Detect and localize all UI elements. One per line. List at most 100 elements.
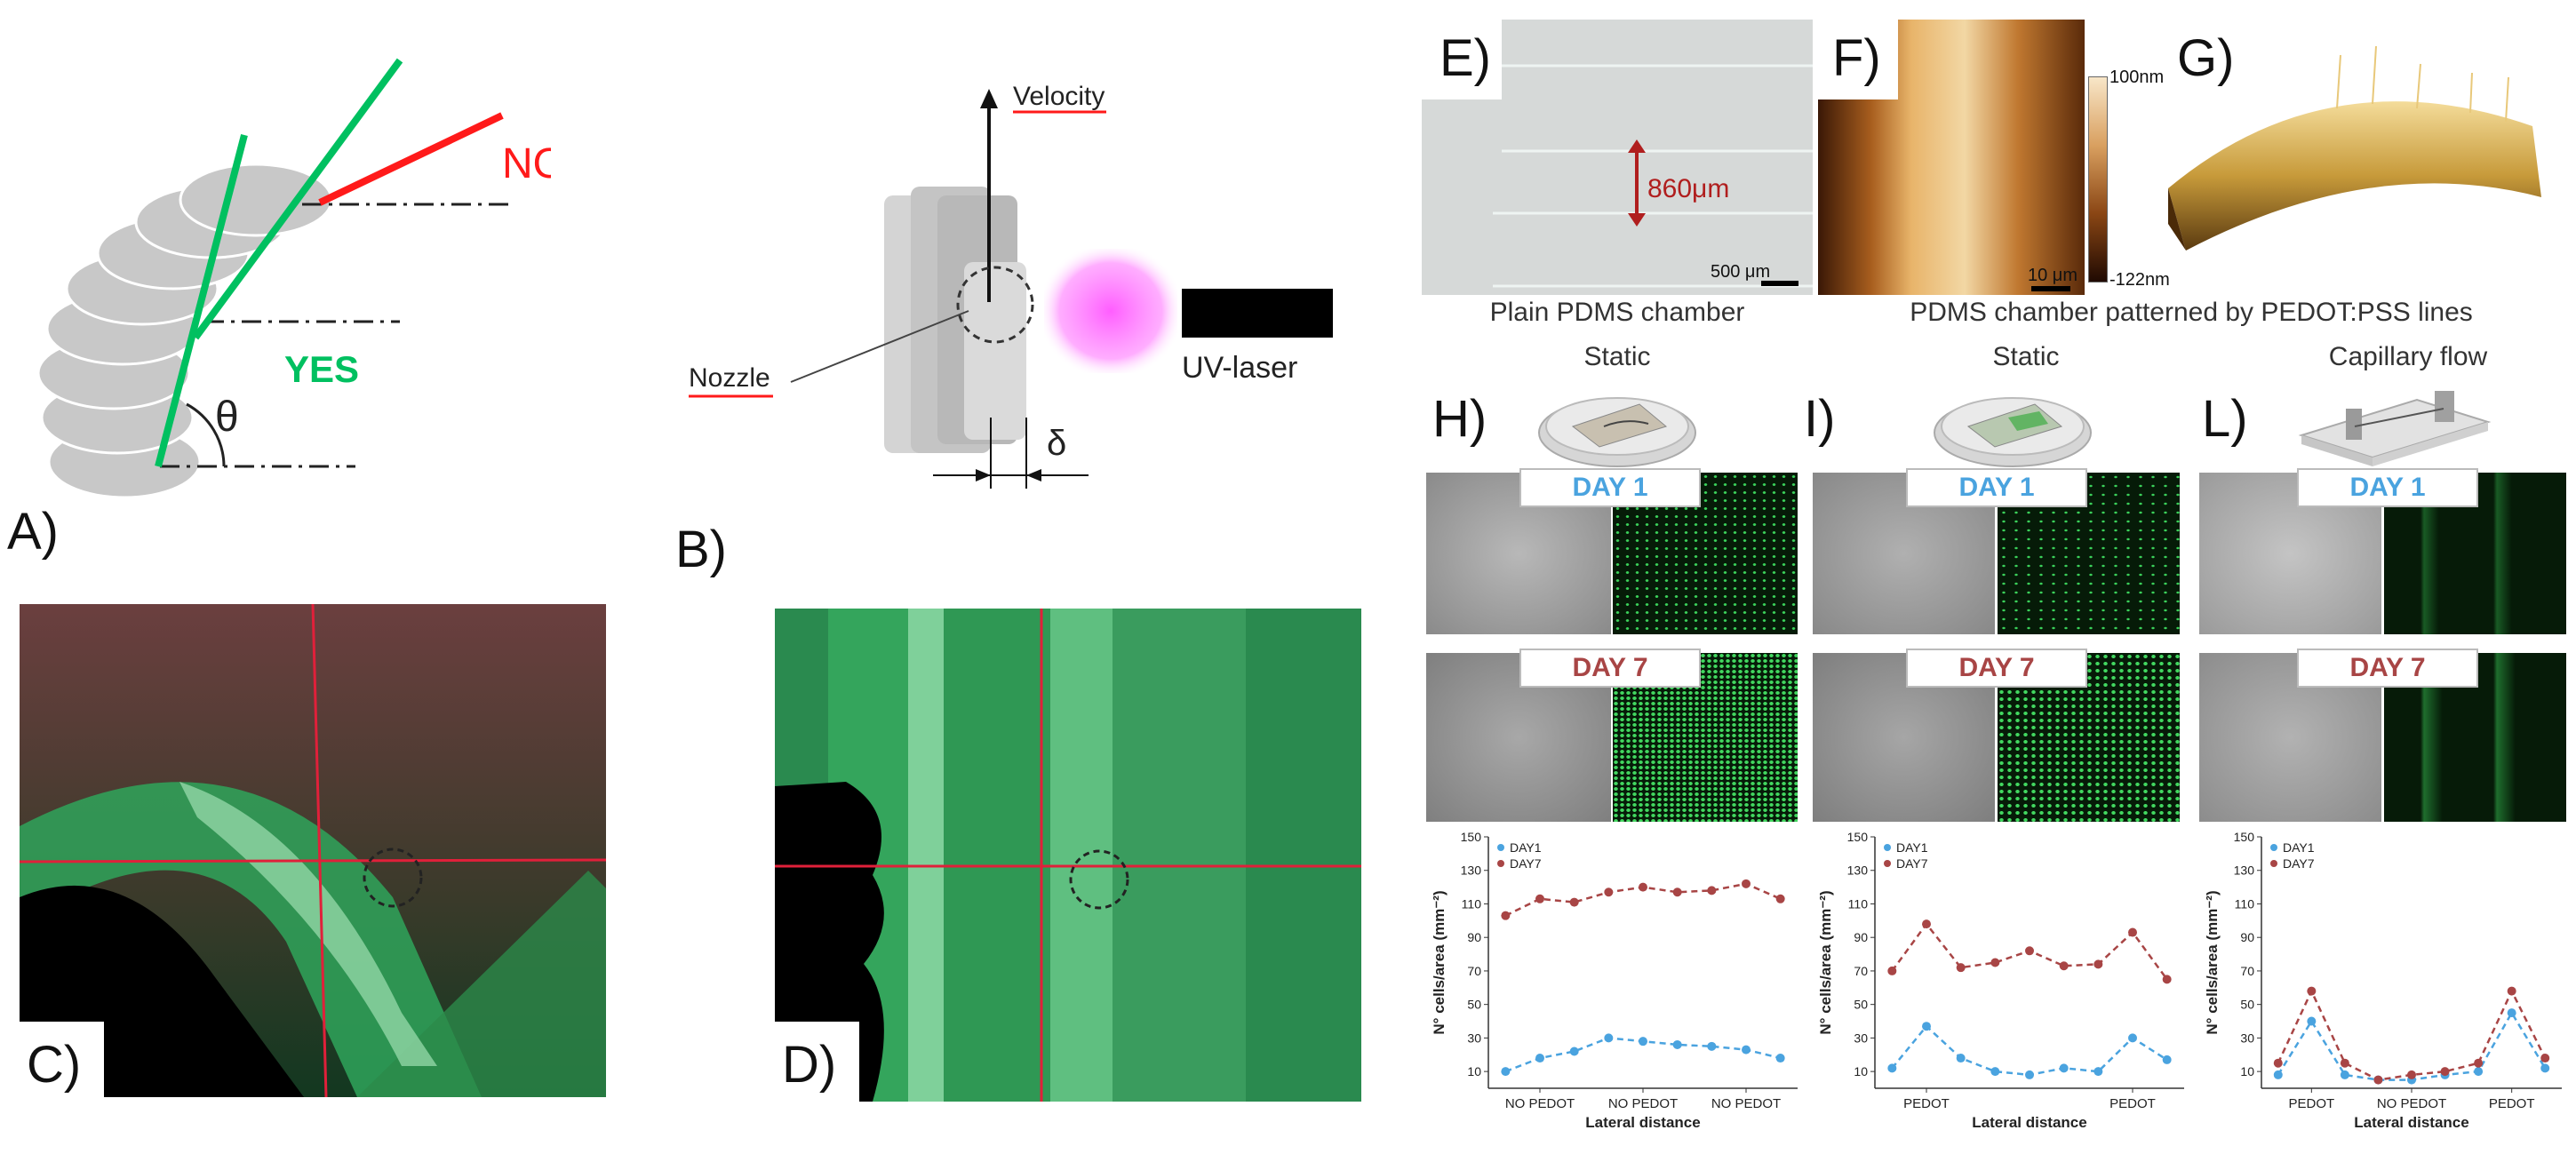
green-line-yes [155,133,248,468]
data-point-day1 [2540,1063,2550,1073]
data-point-day1 [2025,1070,2034,1079]
no-label: NO [502,140,551,187]
data-point-day1 [2307,1016,2317,1026]
y-tick-label: 30 [1854,1031,1868,1045]
legend-marker [1884,844,1891,851]
colorbar-top-label: 100nm [2109,68,2165,87]
focus-circle [956,266,1034,344]
data-point-day1 [1775,1054,1785,1063]
data-point-day7 [2407,1070,2416,1079]
y-tick-label: 130 [1847,864,1869,878]
y-tick-label: 30 [1467,1031,1481,1045]
surface-spike [2416,63,2421,109]
data-point-day7 [2507,986,2516,996]
scale-label: 10 μm [2028,266,2078,285]
letter-box [1818,20,1898,99]
data-point-day1 [2273,1070,2283,1079]
panel-l-letter: L) [2202,390,2248,448]
delta-label: δ [1047,424,1066,463]
data-point-day7 [1887,966,1897,975]
panel-d-micrograph [775,609,1361,1102]
panel-h-letter: H) [1432,390,1487,448]
data-point-day1 [1604,1033,1614,1043]
y-axis-label: N° cells/area (mm⁻²) [1431,890,1448,1034]
focus-circle [363,848,423,908]
panel-fg-caption: PDMS chamber patterned by PEDOT:PSS line… [1910,298,2473,327]
chart-h: 10 30 50 70 90 110 130 150 NO PEDOT NO PEDOT NO PE… [1431,830,1798,1131]
flow-device-icon [2293,373,2497,471]
panel-f-image: 10 μm [1818,20,2085,295]
panel-h-title: Static [1583,342,1651,371]
stripe [1113,609,1246,1102]
surface-spike [2336,54,2341,109]
l-day1-label: DAY 1 [2297,468,2478,507]
x-tick-label: NO PEDOT [1711,1096,1781,1111]
stripe [908,609,944,1102]
crosshair-horizontal [20,858,606,864]
panel-a-letter: A) [7,503,59,561]
y-tick-label: 90 [1467,930,1481,944]
panel-c-micrograph [20,604,606,1097]
data-point-day1 [2507,1008,2516,1018]
y-tick-label: 10 [1854,1064,1868,1078]
filament-highlight [179,782,437,1066]
data-point-day7 [2540,1054,2550,1063]
measure-label: 860μm [1647,174,1729,203]
chart-i: 10 30 50 70 90 110 130 150 PEDOT PEDOT Lateral dis… [1817,830,2184,1131]
series-line-day1 [1891,1024,2168,1077]
y-axis-label: N° cells/area (mm⁻²) [1817,890,1834,1034]
data-point-day1 [1922,1022,1931,1031]
data-point-day7 [1922,919,1931,929]
panel-g-letter: G) [2177,29,2235,87]
panel-e-caption: Plain PDMS chamber [1489,298,1745,327]
panel-g-image [2150,20,2568,286]
uv-laser-label: UV-laser [1182,351,1297,385]
panel-e-image: 860μm 500 μm [1422,20,1813,295]
data-point-day1 [2059,1063,2069,1073]
legend-marker [2270,860,2277,867]
data-point-day7 [2340,1058,2349,1068]
data-point-day7 [2093,959,2103,969]
data-point-day1 [1990,1067,2000,1077]
stripe [1246,609,1361,1102]
data-point-day1 [1639,1037,1647,1047]
legend-label: DAY7 [1896,856,1928,871]
y-tick-label: 110 [1462,896,1482,911]
scalebar [2031,286,2070,291]
data-point-day1 [1956,1054,1966,1063]
series-line-day1 [2277,1010,2547,1081]
y-tick-label: 30 [2240,1031,2254,1045]
legend-marker [1497,844,1504,851]
data-point-day7 [1604,887,1614,897]
surface-spike [2469,72,2473,114]
panel-a-schematic: NO YES θ [18,36,566,506]
x-tick-label: PEDOT [2288,1096,2334,1111]
data-point-day1 [2128,1033,2137,1043]
legend-label: DAY7 [1510,856,1542,871]
data-point-day7 [1639,882,1647,892]
data-point-day7 [1742,879,1751,888]
legend-marker [1497,860,1504,867]
x-tick-label: PEDOT [2489,1096,2535,1111]
measure-arrowhead [1628,139,1646,153]
focus-circle [1069,849,1129,910]
data-point-day7 [1569,897,1579,907]
data-point-day7 [1775,894,1785,903]
h-day1-label: DAY 1 [1519,468,1701,507]
red-line-no [318,112,504,206]
theta-label: θ [215,394,239,441]
data-point-day7 [2128,927,2137,937]
y-tick-label: 130 [2234,864,2255,878]
legend-label: DAY1 [1510,840,1542,855]
data-point-day7 [2273,1058,2283,1068]
data-point-day1 [1501,1067,1511,1077]
chart-l: 10 30 50 70 90 110 130 150 PEDOT NO PEDOT PEDOT Lat… [2204,830,2562,1131]
data-point-day7 [2307,986,2317,996]
dish-icon [1928,378,2097,475]
x-axis-label: Lateral distance [1972,1114,2086,1131]
legend-label: DAY1 [1896,840,1928,855]
scalebar [1761,281,1798,286]
panel-c-letter: C) [27,1036,82,1094]
legend-marker [1884,860,1891,867]
panel-e-letter: E) [1440,29,1491,87]
